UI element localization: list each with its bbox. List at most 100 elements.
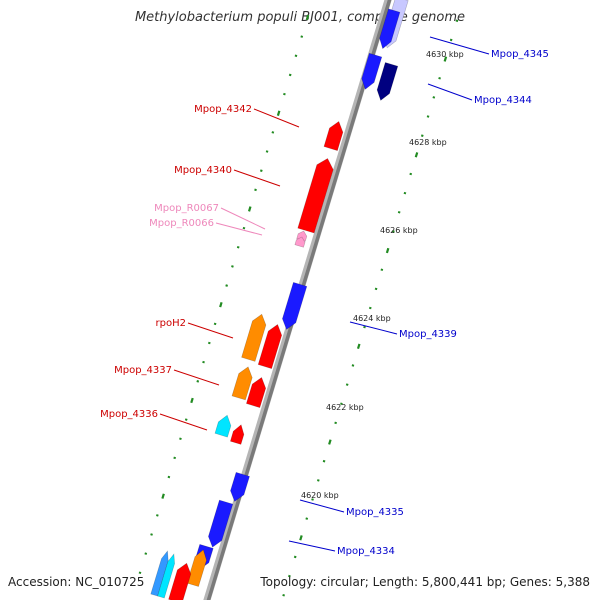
left-scale-tick	[179, 437, 182, 441]
right-scale-tick	[288, 574, 291, 578]
gene-label-right: Mpop_4339	[399, 329, 457, 340]
right-scale-tick	[340, 402, 343, 406]
left-scale-tick	[173, 456, 177, 460]
left-scale-tick	[276, 110, 281, 116]
gene-edge-blue	[150, 550, 169, 597]
left-scale-tick	[300, 35, 304, 38]
scale-label: 4630 kbp	[426, 50, 464, 59]
left-scale-tick	[236, 245, 240, 249]
left-scale-tick	[231, 265, 234, 268]
right-scale-tick	[449, 38, 453, 42]
right-scale-tick	[316, 479, 320, 482]
right-scale-tick	[345, 383, 349, 386]
left-scale-tick	[184, 418, 188, 421]
connector-left	[173, 369, 220, 386]
right-scale-tick	[322, 459, 326, 463]
left-scale-tick	[219, 302, 223, 308]
right-scale-tick	[420, 134, 424, 137]
gene-label-left: Mpop_R0066	[149, 218, 214, 229]
gene-edge-red	[168, 562, 192, 600]
left-scale-tick	[161, 493, 165, 499]
left-scale-tick	[271, 131, 275, 134]
connector-left	[215, 222, 263, 236]
left-scale-tick	[155, 514, 159, 517]
left-scale-tick	[225, 284, 228, 287]
gene-mpop-4345	[379, 8, 401, 50]
gene-rpoh2	[241, 313, 267, 362]
left-scale-tick	[167, 475, 171, 479]
outer-scale-ticks	[138, 14, 310, 575]
left-scale-tick	[242, 226, 246, 230]
inner-scale-ticks	[282, 19, 459, 597]
left-scale-tick	[247, 206, 252, 212]
right-scale-tick	[414, 152, 419, 158]
left-scale-tick	[283, 92, 286, 96]
gene-mpop-4344-a	[361, 52, 383, 90]
gene-mpop-4340	[297, 158, 334, 234]
right-scale-tick	[385, 247, 390, 254]
connector-left	[253, 108, 300, 128]
left-scale-tick	[265, 150, 269, 153]
connector-right	[349, 321, 398, 335]
gene-label-right: Mpop_4345	[491, 49, 549, 60]
gene-mpop-4339	[282, 282, 308, 330]
label-connectors	[159, 36, 490, 552]
left-scale-tick	[213, 322, 217, 326]
right-scale-tick	[432, 96, 436, 99]
right-scale-tick	[409, 172, 413, 176]
right-scale-tick	[293, 555, 297, 559]
gene-mpop-4334-b	[186, 549, 207, 587]
connector-right	[288, 540, 336, 552]
scale-label: 4622 kbp	[326, 403, 364, 412]
topology-text: Topology: circular; Length: 5,800,441 bp…	[260, 575, 590, 589]
left-scale-tick	[196, 380, 200, 383]
gene-label-left: Mpop_4342	[194, 104, 252, 115]
connector-right	[429, 36, 490, 55]
right-scale-tick	[351, 364, 355, 367]
gene-mpop-4336	[214, 414, 232, 438]
scale-label: 4624 kbp	[353, 314, 391, 323]
left-scale-tick	[202, 360, 205, 364]
right-scale-tick	[397, 210, 401, 214]
right-scale-tick	[374, 287, 378, 291]
scale-label: 4620 kbp	[301, 491, 339, 500]
connector-left	[159, 413, 208, 431]
right-scale-tick	[368, 306, 372, 310]
right-scale-tick	[334, 421, 337, 425]
gene-mpop-4335	[208, 499, 234, 548]
scale-label: 4628 kbp	[409, 138, 447, 147]
right-scale-tick	[356, 343, 361, 350]
right-scale-tick	[363, 325, 366, 329]
right-scale-tick	[311, 498, 314, 501]
gene-label-right: Mpop_4334	[337, 546, 395, 557]
left-scale-tick	[254, 188, 257, 192]
gene-mpop-4335-a	[230, 472, 250, 502]
connector-left	[187, 322, 234, 339]
right-scale-tick	[380, 268, 384, 271]
connector-left	[220, 207, 266, 230]
gene-label-left: Mpop_4336	[100, 409, 158, 420]
right-scale-tick	[305, 517, 309, 520]
right-scale-tick	[455, 19, 459, 23]
gene-label-left: Mpop_R0067	[154, 203, 219, 214]
left-scale-tick	[144, 552, 148, 555]
gene-label-left: Mpop_4340	[174, 165, 232, 176]
left-scale-tick	[259, 169, 263, 172]
right-scale-tick	[438, 76, 441, 80]
gene-label-left: Mpop_4337	[114, 365, 172, 376]
right-scale-tick	[392, 230, 395, 233]
right-scale-tick	[299, 535, 303, 541]
gene-track	[150, 0, 409, 600]
connector-right	[299, 499, 345, 513]
left-scale-tick	[294, 54, 298, 58]
left-scale-tick	[288, 73, 292, 77]
gene-label-right: Mpop_4344	[474, 95, 532, 106]
accession-text: Accession: NC_010725	[8, 575, 145, 589]
right-scale-tick	[282, 593, 285, 597]
right-scale-tick	[328, 439, 332, 445]
right-scale-tick	[426, 115, 430, 118]
left-scale-tick	[190, 397, 194, 404]
left-scale-tick	[207, 341, 211, 345]
right-scale-tick	[443, 56, 448, 62]
